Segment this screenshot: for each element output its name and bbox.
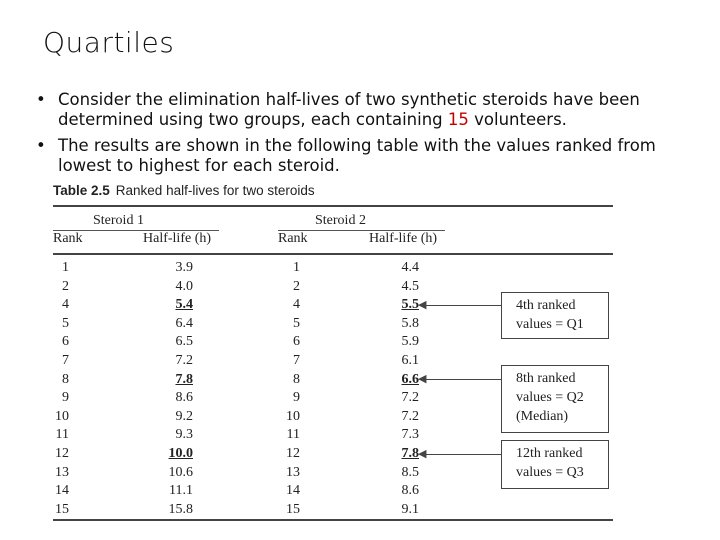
table-header-rule: [53, 253, 613, 255]
rank-cell-steroid-1: 7: [62, 353, 69, 368]
rank-cell-steroid-2: 8: [293, 371, 300, 387]
rank-cell-steroid-1: 9: [62, 390, 69, 406]
rank-cell-steroid-1: 5: [62, 315, 69, 331]
col-header-rank-1: Rank: [53, 231, 83, 246]
halflife-cell-steroid-1: 6.5: [175, 334, 194, 350]
rank-cell-steroid-2: 15: [286, 501, 300, 517]
q2-note-box: 8th ranked values = Q2 (Median): [501, 365, 609, 433]
rank-cell-steroid-1: 4: [62, 297, 69, 313]
halflife-cell-steroid-1: 11.1: [169, 483, 193, 499]
halflife-cell-steroid-1: 9.3: [175, 427, 194, 443]
rank-cell-steroid-1: 8: [62, 371, 69, 387]
rank-cell-steroid-2: 14: [286, 483, 300, 499]
halflife-cell-steroid-2: 7.2: [401, 390, 420, 406]
rank-cell-steroid-2: 2: [293, 278, 300, 294]
halflife-cell-steroid-2: 6.6: [401, 371, 420, 387]
halflife-cell-steroid-1: 6.4: [175, 315, 194, 331]
halflife-cell-steroid-1: 7.2: [175, 353, 194, 368]
q2-arrow-line: [424, 379, 501, 380]
q1-note-line2: values = Q1: [516, 317, 584, 332]
bullet-list: • Consider the elimination half-lives of…: [36, 90, 666, 182]
rank-cell-steroid-1: 15: [55, 501, 69, 517]
q2-arrow-head-icon: ◀: [418, 372, 427, 385]
rank-cell-steroid-2: 11: [286, 427, 300, 443]
rank-cell-steroid-2: 5: [293, 315, 300, 331]
halflife-cell-steroid-2: 5.5: [401, 297, 420, 313]
halflife-cell-steroid-2: 8.6: [401, 483, 420, 499]
halflife-cell-steroid-2: 6.1: [401, 353, 420, 368]
rank-cell-steroid-1: 1: [62, 260, 69, 275]
q1-arrow-head-icon: ◀: [418, 298, 427, 311]
halflife-cell-steroid-2: 4.4: [401, 260, 420, 275]
slide-title: Quartiles: [43, 26, 175, 59]
rank-cell-steroid-2: 6: [293, 334, 300, 350]
col-header-rank-2: Rank: [278, 231, 308, 246]
rank-cell-steroid-1: 11: [55, 427, 69, 443]
rank-cell-steroid-1: 10: [55, 408, 69, 424]
halflife-cell-steroid-1: 9.2: [175, 408, 194, 424]
group-header-steroid-2: Steroid 2: [315, 213, 366, 228]
table-caption-text: Ranked half-lives for two steroids: [115, 183, 315, 198]
halflife-cell-steroid-2: 7.3: [401, 427, 420, 443]
halflife-cell-steroid-2: 4.5: [401, 278, 420, 294]
halflife-cell-steroid-1: 10.6: [168, 464, 194, 480]
group-header-steroid-1: Steroid 1: [93, 213, 144, 228]
q2-note-line3: (Median): [516, 409, 569, 424]
rank-cell-steroid-2: 7: [293, 353, 300, 368]
q2-note-line2: values = Q2: [516, 390, 584, 405]
q3-note-line2: values = Q3: [516, 465, 584, 480]
halflife-cell-steroid-1: 3.9: [175, 260, 194, 275]
table-caption-label: Table 2.5: [53, 183, 110, 198]
halflife-cell-steroid-1: 5.4: [175, 297, 194, 313]
table-bottom-rule: [53, 519, 613, 521]
rank-cell-steroid-2: 4: [293, 297, 300, 313]
rank-cell-steroid-2: 10: [286, 408, 300, 424]
table-caption: Table 2.5 Ranked half-lives for two stero…: [53, 183, 613, 198]
bullet-dot: •: [36, 136, 46, 155]
q3-note-line1: 12th ranked: [516, 446, 583, 461]
rank-cell-steroid-2: 13: [286, 464, 300, 480]
bullet-item: • Consider the elimination half-lives of…: [36, 90, 666, 130]
group-rule-2: [278, 230, 445, 231]
bullet-dot: •: [36, 90, 46, 109]
halflife-cell-steroid-1: 7.8: [175, 371, 194, 387]
half-life-table: Table 2.5 Ranked half-lives for two stero…: [53, 183, 613, 521]
col-header-halflife-2: Half-life (h): [369, 231, 438, 246]
rank-cell-steroid-1: 13: [55, 464, 69, 480]
halflife-cell-steroid-2: 5.8: [401, 315, 420, 331]
bullet-highlight: 15: [447, 110, 469, 129]
halflife-cell-steroid-1: 10.0: [168, 446, 194, 461]
halflife-cell-steroid-2: 8.5: [401, 464, 420, 480]
q1-arrow-line: [424, 305, 501, 306]
q3-arrow-head-icon: ◀: [418, 447, 427, 460]
halflife-cell-steroid-2: 7.8: [401, 446, 420, 461]
q3-note-box: 12th ranked values = Q3: [501, 440, 609, 489]
q1-note-line1: 4th ranked: [516, 298, 576, 313]
q3-arrow-line: [424, 454, 501, 455]
halflife-cell-steroid-1: 8.6: [175, 390, 194, 406]
q1-note-box: 4th ranked values = Q1: [501, 292, 609, 339]
q2-note-line1: 8th ranked: [516, 371, 576, 386]
group-rule-1: [53, 230, 219, 231]
halflife-cell-steroid-1: 4.0: [175, 278, 194, 294]
rank-cell-steroid-2: 1: [293, 260, 300, 275]
halflife-cell-steroid-2: 9.1: [401, 501, 420, 517]
table-top-rule: [53, 205, 613, 207]
rank-cell-steroid-1: 12: [55, 446, 69, 461]
bullet-text: The results are shown in the following t…: [58, 136, 656, 175]
bullet-text: Consider the elimination half-lives of t…: [58, 90, 640, 129]
rank-cell-steroid-2: 9: [293, 390, 300, 406]
rank-cell-steroid-1: 2: [62, 278, 69, 294]
halflife-cell-steroid-1: 15.8: [168, 501, 194, 517]
rank-cell-steroid-1: 14: [55, 483, 69, 499]
col-header-halflife-1: Half-life (h): [143, 231, 212, 246]
bullet-item: • The results are shown in the following…: [36, 136, 666, 176]
halflife-cell-steroid-2: 5.9: [401, 334, 420, 350]
rank-cell-steroid-2: 12: [286, 446, 300, 461]
bullet-text-end: volunteers.: [468, 110, 567, 129]
rank-cell-steroid-1: 6: [62, 334, 69, 350]
halflife-cell-steroid-2: 7.2: [401, 408, 420, 424]
